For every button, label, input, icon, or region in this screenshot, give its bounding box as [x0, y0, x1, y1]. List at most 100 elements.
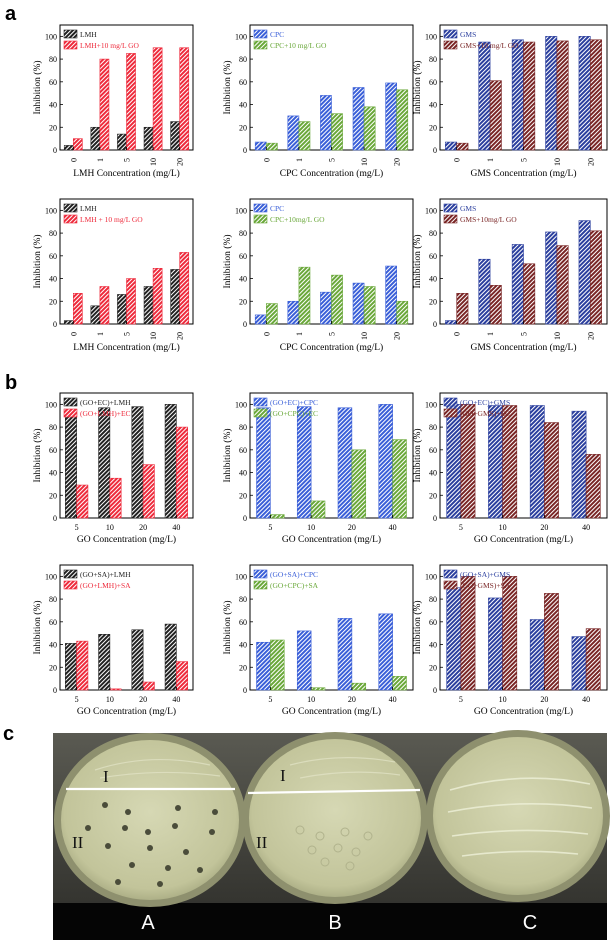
- colony: [172, 823, 178, 829]
- legend-swatch: [443, 397, 458, 407]
- x-tick-label: 5: [75, 523, 79, 532]
- bar-series2: [456, 142, 469, 151]
- x-tick-label: 20: [139, 695, 147, 704]
- bar-series2: [152, 47, 163, 151]
- y-axis-label: Inhibition (%): [222, 234, 233, 288]
- x-tick-label: 20: [348, 523, 356, 532]
- bar-series1: [63, 145, 74, 151]
- bar-series2: [396, 300, 409, 325]
- legend-swatch: [63, 569, 78, 579]
- bar-series1: [337, 407, 353, 519]
- y-tick-label: 80: [429, 55, 437, 64]
- x-tick-label: 10: [499, 695, 507, 704]
- bar-series1: [256, 407, 271, 519]
- y-tick-label: 20: [239, 491, 247, 500]
- legend-swatch: [253, 29, 268, 39]
- colony: [340, 827, 350, 837]
- bar-series1: [445, 320, 457, 325]
- bar-series2: [126, 278, 136, 325]
- chart-b5: 0 20 40 60 80 100 5 10 20 40 GO Concentration (mg/…: [222, 564, 414, 717]
- legend-swatch: [253, 397, 268, 407]
- x-axis-label: CPC Concentration (mg/L): [280, 168, 383, 179]
- colony: [333, 843, 343, 853]
- bar-series2: [298, 121, 311, 151]
- x-tick-label: 0: [262, 332, 271, 336]
- legend-swatch: [63, 203, 78, 213]
- bar-series2: [392, 439, 407, 519]
- colony: [102, 802, 108, 808]
- bar-series2: [76, 484, 89, 519]
- bar-series1: [478, 258, 491, 325]
- x-tick-label: 5: [520, 332, 529, 336]
- bar-series1: [170, 269, 181, 325]
- legend-swatch: [443, 29, 458, 39]
- y-tick-label: 100: [425, 206, 437, 215]
- legend-label: LMH: [80, 204, 97, 213]
- y-tick-label: 40: [49, 469, 57, 478]
- chart-a6: 0 20 40 60 80 100 0 1 5 10 20 GMS Concentration (mg…: [412, 198, 608, 353]
- y-tick-label: 20: [239, 123, 247, 132]
- colony: [165, 865, 171, 871]
- bar-series2: [456, 293, 469, 325]
- legend-swatch: [443, 214, 458, 224]
- y-tick-label: 20: [429, 491, 437, 500]
- x-tick-label: 40: [389, 523, 397, 532]
- x-tick-label: 20: [348, 695, 356, 704]
- plate-a-zone-i-label: I: [103, 767, 109, 786]
- bar-series2: [298, 266, 311, 325]
- colony: [129, 862, 135, 868]
- x-tick-label: 10: [553, 332, 562, 340]
- y-axis-label: Inhibition (%): [222, 60, 233, 114]
- colony: [147, 845, 153, 851]
- legend-swatch: [443, 203, 458, 213]
- bar-series2: [179, 252, 190, 325]
- y-tick-label: 100: [235, 206, 247, 215]
- bar-series1: [529, 619, 545, 691]
- y-tick-label: 40: [429, 641, 437, 650]
- x-tick-label: 10: [106, 695, 114, 704]
- plot-frame: [439, 564, 608, 691]
- y-tick-label: 20: [49, 123, 57, 132]
- x-tick-label: 10: [307, 523, 315, 532]
- bar-series1: [287, 115, 300, 151]
- y-tick-label: 20: [239, 663, 247, 672]
- legend-label: (GO+LMH)+EC: [80, 409, 131, 418]
- bar-series1: [254, 141, 267, 151]
- y-tick-label: 40: [49, 275, 57, 284]
- x-tick-label: 20: [176, 158, 185, 166]
- bar-series2: [460, 404, 476, 519]
- legend-label: (GO+CPC)+SA: [270, 581, 319, 590]
- y-tick-label: 80: [239, 55, 247, 64]
- y-tick-label: 60: [239, 78, 247, 87]
- chart-b6: 0 20 40 60 80 100 5 10 20 40 GO Concentration (mg/…: [412, 564, 608, 717]
- legend-label: CPC: [270, 204, 284, 213]
- x-tick-label: 1: [295, 332, 304, 336]
- legend-label: (GO+SA)+LMH: [80, 570, 131, 579]
- plate-a-agar: [61, 740, 239, 900]
- y-tick-label: 60: [49, 618, 57, 627]
- bar-series1: [478, 41, 491, 151]
- x-tick-label: 40: [172, 523, 180, 532]
- plate-b-agar: [249, 739, 421, 897]
- legend-label: (GO+EC)+GMS: [460, 398, 510, 407]
- x-tick-label: 20: [393, 158, 402, 166]
- legend-label: CPC: [270, 30, 284, 39]
- bar-series2: [523, 41, 536, 151]
- bar-series2: [589, 39, 602, 151]
- x-tick-label: 5: [328, 332, 337, 336]
- legend-label: (GO+EC)+CPC: [270, 398, 318, 407]
- y-tick-label: 100: [425, 32, 437, 41]
- bar-series2: [310, 500, 326, 519]
- chart-b1: 0 20 40 60 80 100 5 10 20 40 GO Concentration (mg/…: [32, 392, 194, 545]
- plate-b-zone-i-label: I: [280, 766, 286, 785]
- chart-b3: 0 20 40 60 80 100 5 10 20 40 GO Concentration (mg/…: [412, 392, 608, 545]
- y-tick-label: 20: [429, 123, 437, 132]
- legend-swatch: [253, 203, 268, 213]
- plate-a: I II: [54, 733, 246, 907]
- bar-series2: [265, 142, 278, 151]
- y-tick-label: 100: [45, 206, 57, 215]
- y-tick-label: 100: [235, 32, 247, 41]
- legend-label: GMS: [460, 30, 476, 39]
- x-axis-label: GO Concentration (mg/L): [474, 534, 573, 545]
- y-tick-label: 60: [239, 618, 247, 627]
